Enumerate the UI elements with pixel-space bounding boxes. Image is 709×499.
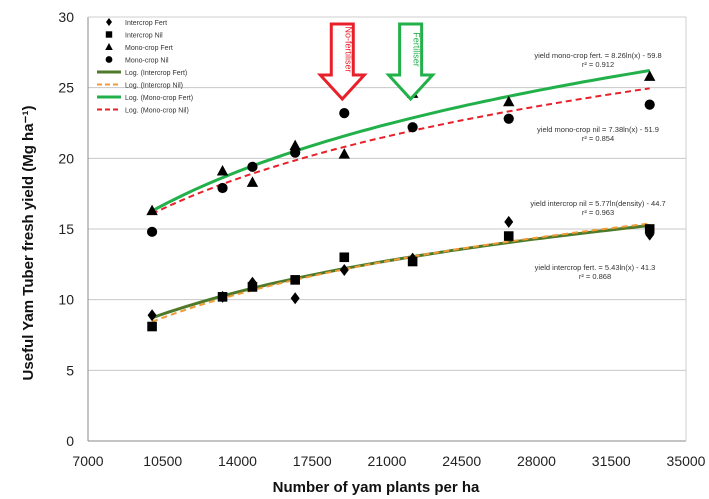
legend-label: Log. (Mono-crop Nil) xyxy=(125,108,189,115)
legend-marker-square xyxy=(105,31,113,38)
y-tick-label: 15 xyxy=(58,221,74,237)
data-point-circle xyxy=(247,161,258,172)
data-point-circle xyxy=(407,122,418,133)
data-point-circle xyxy=(503,113,514,124)
data-point-square xyxy=(407,256,418,267)
data-point-triangle xyxy=(146,204,158,216)
x-tick-label: 17500 xyxy=(293,453,332,469)
x-tick-label: 28000 xyxy=(517,453,556,469)
y-tick-label: 0 xyxy=(66,433,74,449)
legend-marker-circle xyxy=(105,56,113,63)
legend-label: Mono-crop Nil xyxy=(125,58,169,65)
data-point-square xyxy=(290,275,300,285)
arrow-label: No-fertiliser xyxy=(343,26,353,72)
data-point-triangle xyxy=(289,139,301,151)
equation-annotations: yield mono-crop fert. = 8.26ln(x) - 59.8… xyxy=(530,51,665,281)
data-point-diamond xyxy=(290,292,300,305)
legend-label: Intercrop Fert xyxy=(125,20,167,27)
data-point-diamond xyxy=(504,215,514,228)
arrow-no-fertiliser: No-fertiliser xyxy=(316,22,368,102)
x-tick-label: 10500 xyxy=(143,453,182,469)
r-squared-line: r² = 0.912 xyxy=(582,60,614,69)
legend-label: Log. (Intercrop Nil) xyxy=(125,83,183,90)
data-point-diamond xyxy=(339,263,349,276)
legend: Intercrop Fert Intercrop Nil Mono-crop Fer… xyxy=(97,18,193,115)
trendline xyxy=(151,69,650,213)
data-point-square xyxy=(339,252,350,263)
data-point-triangle xyxy=(643,70,656,81)
x-axis-title: Number of yam plants per ha xyxy=(273,479,480,496)
arrows: No-fertiliser Fertiliser xyxy=(316,22,437,102)
equation-line: yield mono-crop fert. = 8.26ln(x) - 59.8 xyxy=(534,51,661,60)
legend-marker-diamond xyxy=(106,18,112,26)
data-point-diamond xyxy=(147,309,157,322)
data-points xyxy=(146,70,656,332)
data-point-square xyxy=(644,224,655,234)
x-tick-label: 24500 xyxy=(442,453,481,469)
data-point-triangle xyxy=(216,165,229,176)
tick-labels: 0 5 10 15 20 25 30 7000 10500 14000 17500 21000 2450… xyxy=(58,9,705,469)
axes xyxy=(87,16,687,442)
y-axis-title: Useful Yam Tuber fresh yield (Mg ha⁻¹) xyxy=(20,106,37,381)
arrow-label: Fertiliser xyxy=(412,32,422,67)
equation-line: yield intercrop nil = 5.77ln(density) - … xyxy=(530,199,665,208)
y-tick-label: 10 xyxy=(58,292,74,308)
data-point-circle xyxy=(146,226,158,237)
trendline xyxy=(151,222,650,323)
arrow-shape xyxy=(316,22,368,102)
y-tick-label: 30 xyxy=(58,9,74,25)
data-point-circle xyxy=(339,108,350,119)
data-point-square xyxy=(503,231,514,241)
data-point-triangle xyxy=(246,176,259,187)
r-squared-line: r² = 0.854 xyxy=(582,134,614,143)
legend-marker-triangle xyxy=(105,43,113,50)
data-point-square xyxy=(247,282,258,292)
legend-label: Intercrop Nil xyxy=(125,33,163,40)
data-point-square xyxy=(217,292,228,302)
data-point-triangle xyxy=(503,95,515,107)
data-point-square xyxy=(147,321,157,332)
legend-label: Mono-crop Fert xyxy=(125,45,173,52)
trendlines xyxy=(151,69,650,323)
arrow-fertiliser: Fertiliser xyxy=(385,22,437,102)
equation-line: yield mono-crop nil = 7.38ln(x) - 51.9 xyxy=(537,125,659,134)
x-tick-label: 31500 xyxy=(592,453,631,469)
x-tick-label: 35000 xyxy=(667,453,706,469)
x-tick-label: 14000 xyxy=(218,453,257,469)
data-point-circle xyxy=(644,99,655,110)
x-tick-label: 21000 xyxy=(368,453,407,469)
y-tick-label: 20 xyxy=(58,150,74,166)
legend-label: Log. (Intercrop Fert) xyxy=(125,70,187,77)
data-point-circle xyxy=(290,147,301,158)
y-tick-label: 25 xyxy=(58,80,74,96)
arrow-shape xyxy=(385,22,437,102)
r-squared-line: r² = 0.868 xyxy=(579,272,611,281)
trendline xyxy=(151,87,650,215)
equation-line: yield intercrop fert. = 5.43ln(x) - 41.3 xyxy=(535,263,656,272)
x-tick-label: 7000 xyxy=(72,453,103,469)
y-tick-label: 5 xyxy=(66,362,74,378)
r-squared-line: r² = 0.963 xyxy=(582,208,614,217)
data-point-triangle xyxy=(338,148,350,159)
legend-label: Log. (Mono-crop Fert) xyxy=(125,95,193,102)
trendline xyxy=(151,224,650,320)
data-point-circle xyxy=(217,182,228,194)
